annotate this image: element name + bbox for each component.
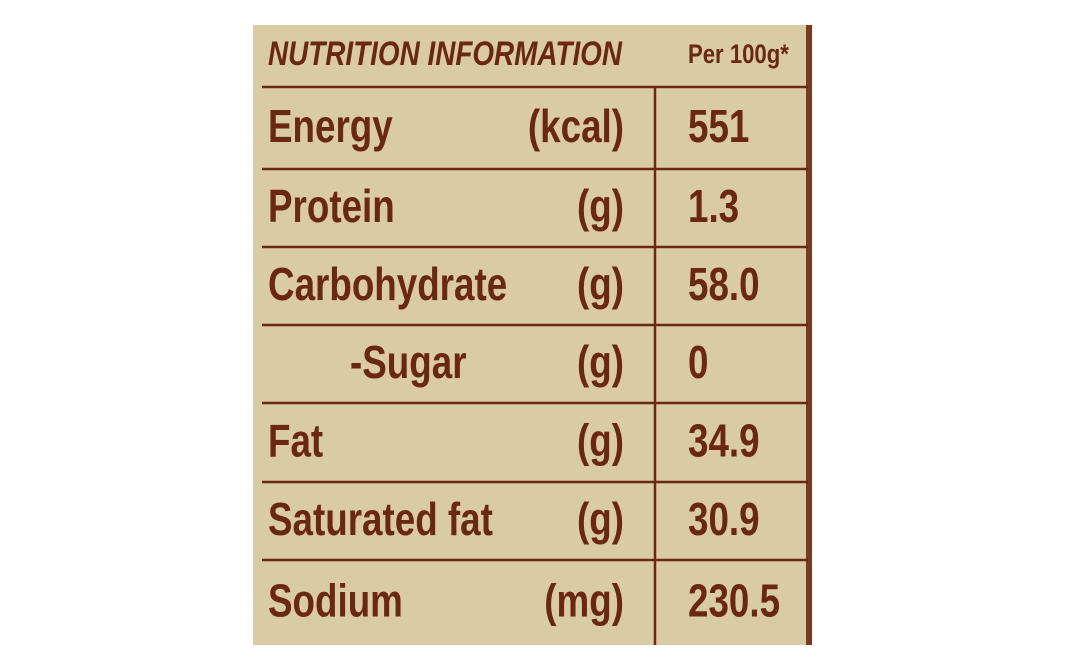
nutrient-name: Sodium (268, 575, 403, 627)
nutrient-value: 1.3 (688, 180, 739, 232)
nutrient-unit: (kcal) (528, 100, 624, 152)
nutrient-unit: (g) (577, 258, 624, 310)
nutrient-value: 34.9 (688, 415, 760, 467)
nutrient-value: 0 (688, 336, 708, 388)
nutrient-name: Energy (268, 100, 393, 152)
nutrient-value: 58.0 (688, 258, 760, 310)
nutrient-value: 30.9 (688, 493, 760, 545)
nutrient-value: 230.5 (688, 575, 780, 627)
nutrient-unit: (g) (577, 336, 624, 388)
nutrient-unit: (g) (577, 180, 624, 232)
label-title: NUTRITION INFORMATION (268, 34, 622, 72)
table: Energy (kcal) 551 Protein (g) 1.3 Carbohydrate… (262, 85, 808, 627)
nutrient-unit: (g) (577, 493, 624, 545)
nutrient-name: Saturated fat (268, 493, 493, 545)
nutrient-name: Fat (268, 415, 323, 467)
nutrient-name: Protein (268, 180, 395, 232)
nutrient-name: Carbohydrate (268, 258, 507, 310)
nutrient-unit: (mg) (544, 575, 624, 627)
per-label: Per 100g* (688, 40, 789, 70)
nutrient-unit: (g) (577, 415, 624, 467)
label-edge (806, 25, 812, 645)
nutrient-value: 551 (688, 100, 749, 152)
nutrient-name: -Sugar (350, 336, 467, 388)
label-background (253, 25, 812, 645)
